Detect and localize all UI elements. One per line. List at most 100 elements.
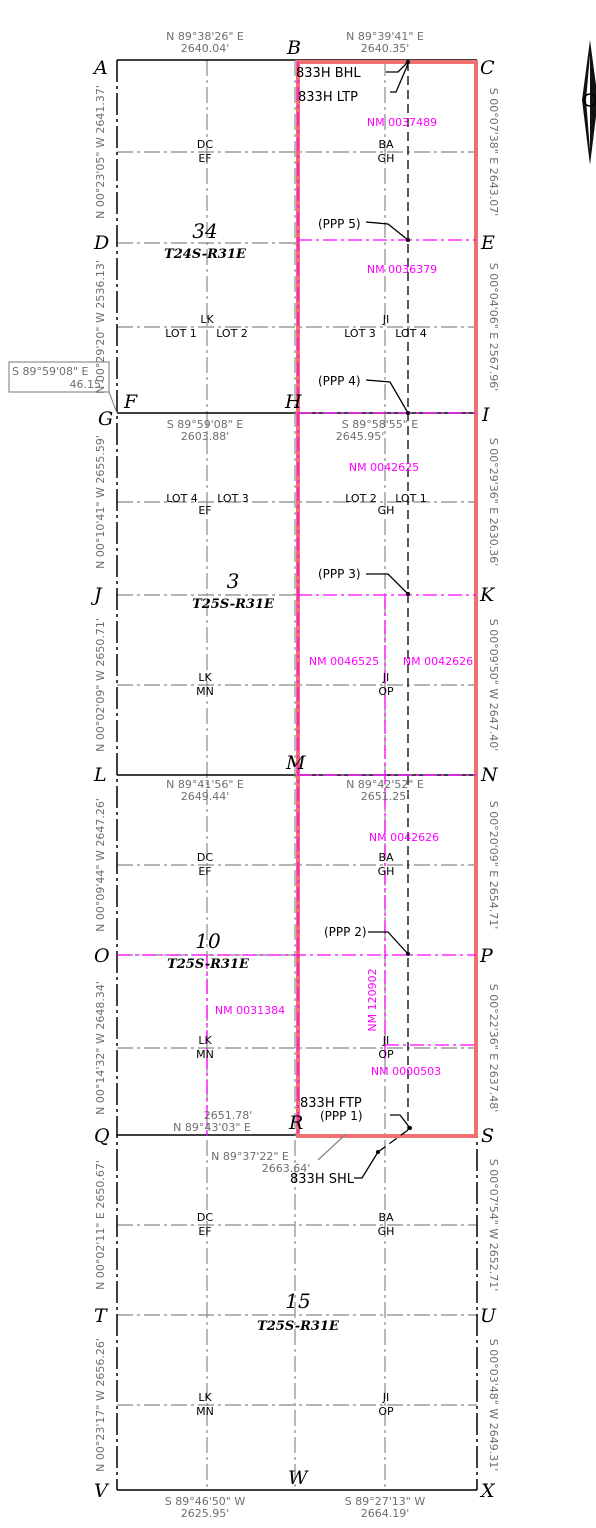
callout-ppp1: (PPP 1) <box>320 1109 363 1123</box>
lease-nm-120902: NM 120902 <box>366 968 379 1031</box>
qq-mn-3: MN <box>196 1048 214 1061</box>
corner-p: P <box>479 945 494 967</box>
corner-l: L <box>93 764 107 786</box>
corner-u: U <box>480 1305 497 1327</box>
qq-dc: DC <box>197 138 213 151</box>
corner-n: N <box>480 764 499 786</box>
lease-nm-0036379: NM 0036379 <box>367 263 437 276</box>
section-34: 34 <box>192 219 217 243</box>
distance-m-n: 2651.25' <box>361 790 410 803</box>
qq-ba-3: BA <box>378 851 394 864</box>
qq-ef: EF <box>198 152 211 165</box>
corner-h: H <box>284 391 302 413</box>
corner-a: A <box>92 57 108 79</box>
corner-g: G <box>98 408 113 430</box>
lease-nm-0042626-b: NM 0042626 <box>369 831 439 844</box>
township-10: T25S-R31E <box>167 957 250 972</box>
quarter-labels: DC EF BA GH LK LOT 1 LOT 2 JI LOT 3 LOT … <box>165 138 427 1418</box>
lease-nm-0037489: NM 0037489 <box>367 116 437 129</box>
corner-j: J <box>90 584 103 606</box>
corner-t: T <box>94 1305 108 1327</box>
corner-s: S <box>481 1125 494 1147</box>
left-side-bearing-1: N 00°23'05" W 2641.37' <box>94 85 107 219</box>
left-side-bearing-5: N 00°09'44" W 2647.26' <box>94 798 107 932</box>
qq-ba-4: BA <box>378 1211 394 1224</box>
lot-4-b: LOT 4 <box>166 492 198 505</box>
qq-lk-4: LK <box>198 1391 212 1404</box>
lease-nm-0042625: NM 0042625 <box>349 461 419 474</box>
distance-g-h: 2603.88' <box>181 430 230 443</box>
qq-dc-3: DC <box>197 851 213 864</box>
distance-q-r: 2651.78' <box>204 1109 253 1122</box>
qq-ji-4: JI <box>382 1391 390 1404</box>
corner-x: X <box>479 1480 496 1502</box>
lot-1-a: LOT 1 <box>165 327 197 340</box>
callout-bhl: 833H BHL <box>296 66 361 81</box>
left-side-bearing-7: N 00°02'11" E 2650.67' <box>94 1160 107 1290</box>
well-callouts: 833H BHL 833H LTP (PPP 5) (PPP 4) (PPP 3… <box>290 66 367 1187</box>
corner-f: F <box>123 391 138 413</box>
horizontal-bearings: N 89°38'26" E 2640.04' N 89°39'41" E 264… <box>165 30 426 1520</box>
lot-3-b: LOT 3 <box>217 492 249 505</box>
right-side-bearing-6: S 00°22'36" E 2637.48' <box>487 984 500 1113</box>
tie-bearing-box: S 89°59'08" E 46.15' <box>8 361 118 414</box>
callout-ppp5: (PPP 5) <box>318 217 361 231</box>
lot-2-a: LOT 2 <box>216 327 248 340</box>
distance-w-x: 2664.19' <box>361 1507 410 1520</box>
bearing-top-left: N 89°38'26" E <box>166 30 244 43</box>
lease-labels: NM 0037489 NM 0036379 NM 0042625 NM 0046… <box>215 116 473 1078</box>
right-side-bearing-2: S 00°04'06" E 2567.96' <box>487 263 500 392</box>
corner-d: D <box>93 232 109 254</box>
distance-top-left: 2640.04' <box>181 42 230 55</box>
right-side-bearing-8: S 00°03'48" W 2649.31' <box>487 1339 500 1471</box>
bearing-v-w: S 89°46'50" W <box>165 1495 246 1508</box>
lease-nm-0031384: NM 0031384 <box>215 1004 285 1017</box>
distance-h-i: 2645.95' <box>336 430 385 443</box>
left-side-bearing-6: N 00°14'32" W 2648.34' <box>94 981 107 1115</box>
lot-1-b: LOT 1 <box>395 492 427 505</box>
qq-ef-4: EF <box>198 1225 211 1238</box>
left-side-bearing-2: N 00°29'20" W 2536.13' <box>94 260 107 394</box>
bearing-m-n: N 89°42'52" E <box>346 778 424 791</box>
corner-i: I <box>481 404 490 426</box>
right-side-bearing-3: S 00°29'36" E 2630.36' <box>487 438 500 567</box>
qq-ba: BA <box>378 138 394 151</box>
right-side-bearing-7: S 00°07'54" W 2652.71' <box>487 1159 500 1291</box>
qq-lk-3: LK <box>198 1034 212 1047</box>
left-side-bearing-8: N 00°23'17" W 2656.26' <box>94 1338 107 1472</box>
qq-ji-3: JI <box>382 1034 390 1047</box>
lot-2-b: LOT 2 <box>345 492 377 505</box>
bearing-r-s: N 89°37'22" E <box>211 1150 289 1163</box>
qq-gh-4: GH <box>378 1225 395 1238</box>
qq-lk: LK <box>200 313 214 326</box>
corner-b: B <box>286 37 301 59</box>
bearing-g-h: S 89°59'08" E <box>167 418 244 431</box>
qq-gh-3: GH <box>378 865 395 878</box>
corner-w: W <box>288 1467 309 1489</box>
north-arrow-icon <box>582 40 596 165</box>
qq-ef-2: EF <box>198 504 211 517</box>
section-labels: 34 T24S-R31E 3 T25S-R31E 10 T25S-R31E 15… <box>164 219 340 1334</box>
corner-q: Q <box>94 1125 110 1147</box>
qq-op-4: OP <box>378 1405 394 1418</box>
left-side-bearings: N 00°23'05" W 2641.37' N 00°29'20" W 2536… <box>94 85 107 1472</box>
qq-ef-3: EF <box>198 865 211 878</box>
lot-3-a: LOT 3 <box>344 327 376 340</box>
section-10: 10 <box>195 929 221 953</box>
bearing-q-r: N 89°43'03" E <box>173 1121 251 1134</box>
lease-nm-0042626-a: NM 0042626 <box>403 655 473 668</box>
corner-o: O <box>94 945 110 967</box>
bearing-w-x: S 89°27'13" W <box>345 1495 426 1508</box>
qq-gh-2: GH <box>378 504 395 517</box>
callout-ftp: 833H FTP <box>300 1096 362 1111</box>
qq-gh: GH <box>378 152 395 165</box>
distance-top-right: 2640.35' <box>361 42 410 55</box>
callout-ltp: 833H LTP <box>298 90 358 105</box>
section-3: 3 <box>227 569 240 593</box>
township-15: T25S-R31E <box>257 1319 340 1334</box>
township-34: T24S-R31E <box>164 247 247 262</box>
qq-mn-4: MN <box>196 1405 214 1418</box>
right-side-bearing-1: S 00°07'38" E 2643.07' <box>487 88 500 217</box>
corner-m: M <box>285 752 306 774</box>
